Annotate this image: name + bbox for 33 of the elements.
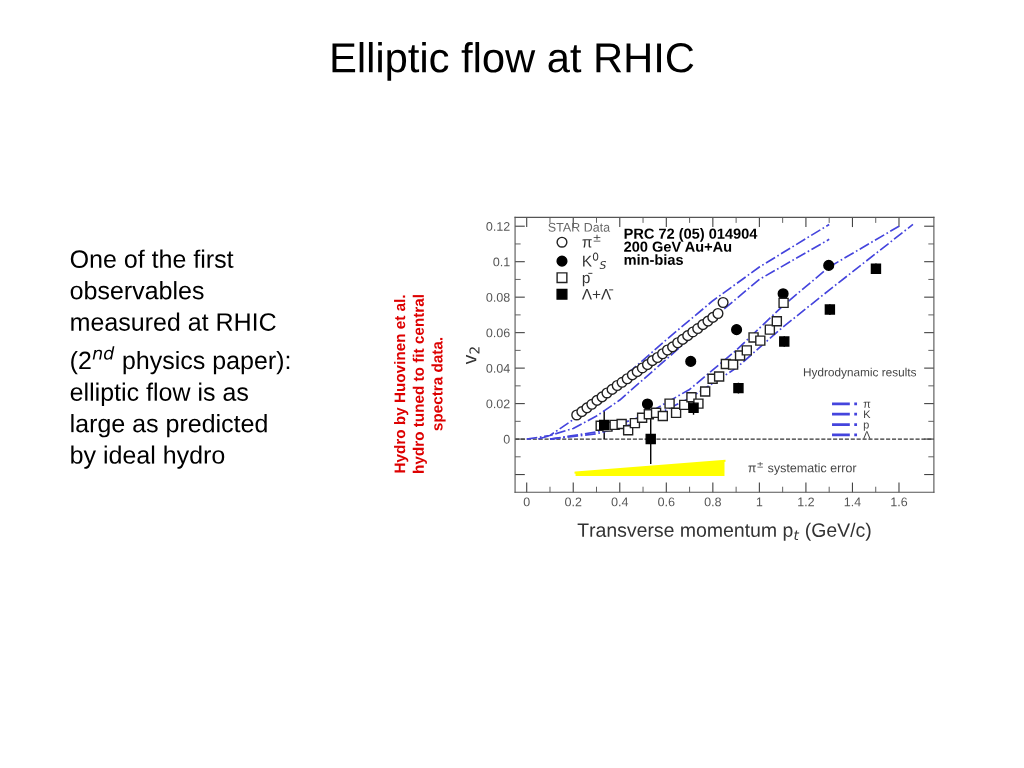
chart-title: Elliptic flow at RHIC [332,42,694,81]
y-tick-label: 0.06 [486,328,510,338]
y-tick-label: 0 [503,434,510,444]
legend-label: K$^{0}$$_{S}$ [583,252,606,270]
x-tick-label: 1.4 [844,497,861,507]
legend-label: K [864,410,871,419]
annotation: Hydrodynamic results [803,367,917,379]
x-tick-label: 0.8 [704,497,721,507]
text: One of the first observables measured at RHIC (2$^{nd}$ physics paper): elliptic flow is as large as predicted by ideal hydro [70,249,290,469]
x-tick-label: 1.2 [798,497,814,507]
x-tick-label: 1.6 [891,497,908,507]
annotation: π$^{±}$ systematic error [748,461,857,475]
legend-label: Λ+Λ̄ [581,289,614,300]
y-axis-title: v$_{2}$ [465,347,480,365]
text: Hydro by Huovinen et al. hydro tuned to fit central spectra data. [394,295,446,473]
legend-label: π [863,401,871,408]
x-tick-label: 0.2 [565,497,582,507]
x-axis-title: Transverse momentum p$_{t}$ (GeV/c) [577,522,871,541]
x-tick-label: 0 [523,497,530,507]
legend-label: π$^{±}$ [582,234,601,248]
legend-label: p̄ [582,272,593,287]
y-tick-label: 0.1 [493,257,510,267]
legend-label: Λ [863,431,871,439]
legend-title: STAR Data [548,222,611,232]
x-tick-label: 0.6 [658,497,675,507]
y-tick-label: 0.12 [486,222,510,231]
y-tick-label: 0.08 [486,292,510,302]
annotation: PRC 72 (05) 014904 200 GeV Au+Au min-bias [624,228,758,265]
y-tick-label: 0.02 [486,399,510,409]
y-tick-label: 0.04 [486,363,510,373]
x-tick-label: 0.4 [611,497,629,507]
legend-label: p [863,422,869,431]
x-tick-label: 1 [756,497,763,507]
